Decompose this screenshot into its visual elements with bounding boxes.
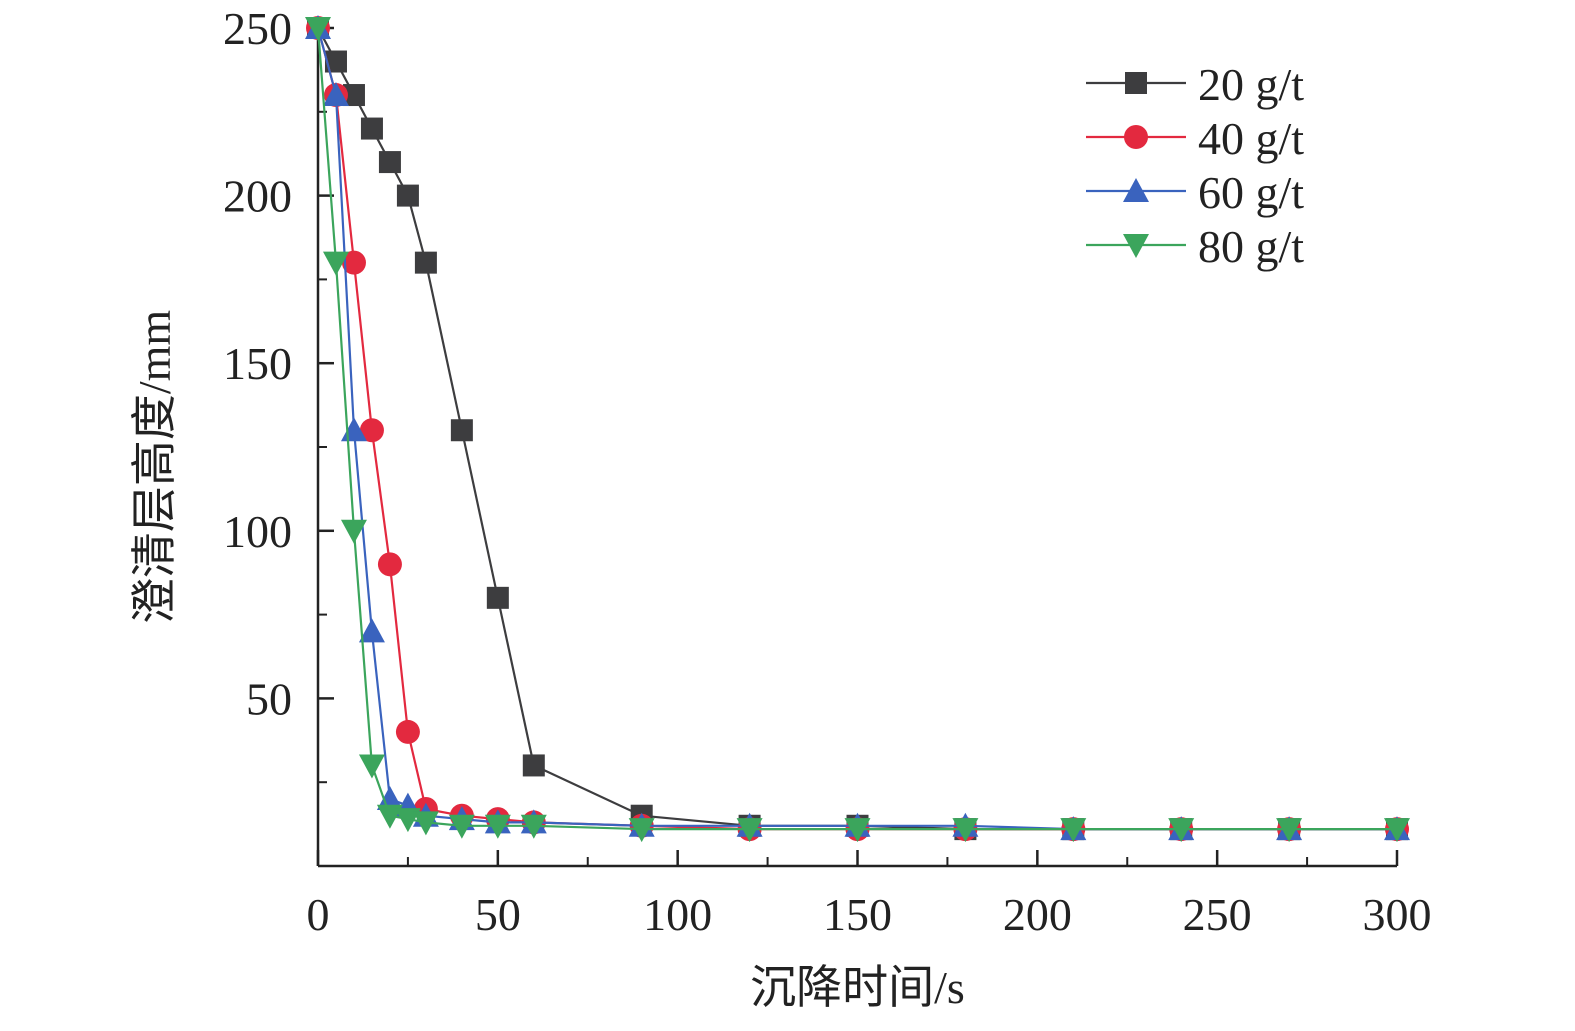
legend-item: 20 g/t xyxy=(1086,59,1304,110)
data-point xyxy=(324,50,347,73)
data-point xyxy=(378,151,401,174)
x-tick-label: 0 xyxy=(307,889,330,940)
data-point xyxy=(322,251,349,276)
y-tick-label: 250 xyxy=(223,3,292,54)
legend-label: 20 g/t xyxy=(1198,59,1304,110)
legend-label: 80 g/t xyxy=(1198,221,1304,272)
y-tick-label: 100 xyxy=(223,506,292,557)
data-point xyxy=(1060,818,1087,843)
data-point xyxy=(484,814,511,839)
x-tick-label: 100 xyxy=(643,889,712,940)
x-axis-title: 沉降时间/s xyxy=(750,962,965,1013)
data-point xyxy=(1276,818,1303,843)
data-point xyxy=(358,618,385,643)
data-point xyxy=(359,418,384,443)
data-point xyxy=(342,84,365,107)
legend-label: 60 g/t xyxy=(1198,167,1304,218)
data-point xyxy=(396,184,419,207)
legend-marker xyxy=(1125,72,1147,94)
legend-item: 60 g/t xyxy=(1086,167,1304,218)
legend-item: 80 g/t xyxy=(1086,221,1304,272)
data-point xyxy=(340,519,367,544)
data-point xyxy=(305,17,331,41)
legend-marker xyxy=(1123,234,1149,258)
data-point xyxy=(486,586,509,609)
data-point xyxy=(844,818,871,843)
data-point xyxy=(1168,818,1195,843)
legend-marker xyxy=(1124,125,1148,149)
series-group xyxy=(305,15,1410,843)
data-point xyxy=(520,814,547,839)
legend-marker xyxy=(1123,178,1149,202)
y-tick-label: 150 xyxy=(223,338,292,389)
data-point xyxy=(412,811,439,836)
legend: 20 g/t40 g/t60 g/t80 g/t xyxy=(1086,59,1304,272)
data-point xyxy=(376,785,403,810)
data-point xyxy=(1384,818,1410,843)
data-point xyxy=(628,818,655,843)
x-tick-label: 300 xyxy=(1363,889,1432,940)
data-point xyxy=(360,117,383,140)
data-point xyxy=(414,251,437,274)
x-tick-label: 50 xyxy=(475,889,521,940)
data-point xyxy=(448,814,475,839)
y-axis-title: 澄清层高度/mm xyxy=(129,310,180,625)
axes: 0 50 100 150 200 250 300 50 100 150 200 250 xyxy=(223,3,1432,940)
x-tick-label: 250 xyxy=(1183,889,1252,940)
series-line xyxy=(316,27,1397,831)
series-3 xyxy=(305,17,1410,843)
data-point xyxy=(358,754,385,779)
data-point xyxy=(377,552,402,577)
data-point xyxy=(952,818,979,843)
x-tick-label: 200 xyxy=(1003,889,1072,940)
legend-item: 40 g/t xyxy=(1086,113,1304,164)
data-point xyxy=(450,419,473,442)
y-tick-label: 50 xyxy=(246,673,292,724)
data-point xyxy=(522,754,545,777)
data-point xyxy=(395,719,420,744)
legend-label: 40 g/t xyxy=(1198,113,1304,164)
data-point xyxy=(736,818,763,843)
x-tick-label: 150 xyxy=(823,889,892,940)
y-tick-label: 200 xyxy=(223,171,292,222)
data-point xyxy=(322,82,349,107)
data-point xyxy=(341,250,366,275)
